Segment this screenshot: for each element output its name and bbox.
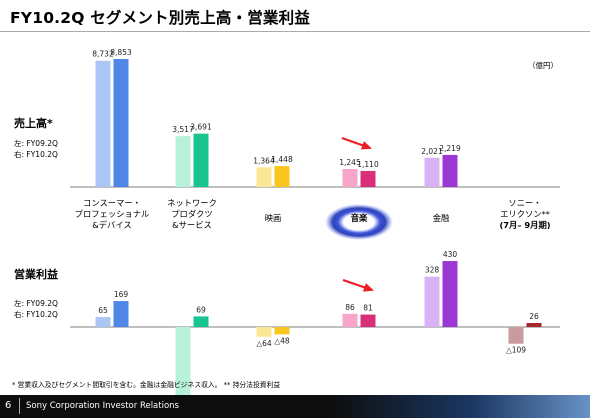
sales-bar bbox=[424, 157, 440, 187]
sales-bar bbox=[442, 154, 458, 187]
sales-bar bbox=[274, 166, 290, 187]
sales-data-label: 1,110 bbox=[357, 160, 379, 169]
unit-label: （億円） bbox=[528, 61, 558, 70]
sales-data-label: 1,245 bbox=[339, 158, 361, 167]
category-label-line: 金融 bbox=[432, 213, 450, 223]
sales-data-label: 1,364 bbox=[253, 156, 275, 165]
oi-data-label: 65 bbox=[98, 306, 108, 315]
sales-red-arrow-head bbox=[360, 141, 372, 150]
page-number: 6 bbox=[5, 400, 12, 411]
oi-bar bbox=[526, 323, 542, 327]
oi-bar bbox=[175, 327, 191, 395]
footnote: * 営業収入及びセグメント間取引を含む。金融は金融ビジネス収入。 ** 持分法投… bbox=[12, 381, 281, 389]
category-label: ソニー・ エリクソン** (7月– 9月期) bbox=[499, 198, 550, 231]
oi-data-label: 430 bbox=[443, 250, 458, 259]
oi-bar bbox=[508, 327, 524, 344]
oi-data-label: 169 bbox=[114, 290, 129, 299]
sales-data-label: 1,448 bbox=[271, 155, 293, 164]
category-label-line: &デバイス bbox=[92, 220, 132, 230]
category-label: 金融 bbox=[433, 213, 450, 224]
oi-bar bbox=[193, 316, 209, 327]
oi-bar bbox=[424, 276, 440, 327]
category-label-line: &サービス bbox=[172, 220, 212, 230]
oi-data-label: △109 bbox=[506, 346, 526, 355]
footer-separator bbox=[19, 398, 20, 414]
category-label: 映画 bbox=[265, 213, 282, 224]
oi-data-label: 81 bbox=[363, 304, 373, 313]
sales-data-label: 2,021 bbox=[421, 147, 443, 156]
sales-bar bbox=[113, 59, 129, 187]
oi-red-arrow-head bbox=[362, 283, 374, 292]
oi-bar bbox=[442, 261, 458, 327]
oi-bar bbox=[360, 314, 376, 327]
segment-charts: 8,732 3,517 1,364 1,245 2,021 8,853 3,691 1,448… bbox=[70, 48, 560, 395]
category-label-line: 音楽 bbox=[350, 213, 368, 223]
legend-prev: 左: FY09.2Q bbox=[14, 299, 58, 308]
sales-legend: 左: FY09.2Q 右: FY10.2Q bbox=[14, 138, 58, 160]
oi-bar bbox=[113, 301, 129, 327]
oi-bar bbox=[256, 327, 272, 337]
sales-bar bbox=[342, 168, 358, 187]
sales-data-label: 3,517 bbox=[172, 125, 194, 134]
oi-bar bbox=[274, 327, 290, 335]
oi-section-label: 営業利益 bbox=[14, 268, 58, 281]
sales-data-label: 3,691 bbox=[190, 123, 212, 132]
category-label-line: 映画 bbox=[264, 213, 282, 223]
music-highlight-glow bbox=[325, 204, 393, 240]
sales-bar bbox=[95, 60, 111, 187]
oi-data-label: △64 bbox=[256, 339, 272, 348]
footer-glow bbox=[330, 395, 590, 418]
oi-bar bbox=[95, 317, 111, 327]
footer-org: Sony Corporation Investor Relations bbox=[26, 401, 179, 411]
oi-bar bbox=[342, 313, 358, 327]
sales-bar bbox=[193, 133, 209, 187]
category-label-line: コンスーマー・ bbox=[83, 198, 141, 208]
legend-prev: 左: FY09.2Q bbox=[14, 139, 58, 148]
category-label-line: エリクソン** bbox=[500, 209, 550, 219]
sales-data-label: 8,853 bbox=[110, 48, 132, 57]
oi-data-label: 86 bbox=[345, 303, 355, 312]
category-label: 音楽 bbox=[351, 213, 368, 224]
category-label-line: プロフェッショナル bbox=[74, 209, 150, 219]
category-label-line: (7月– 9月期) bbox=[499, 220, 551, 230]
sales-data-label: 2,219 bbox=[439, 144, 461, 153]
legend-curr: 右: FY10.2Q bbox=[14, 150, 58, 159]
category-label: ネットワーク プロダクツ &サービス bbox=[167, 198, 217, 231]
legend-curr: 右: FY10.2Q bbox=[14, 310, 58, 319]
oi-data-label: 328 bbox=[425, 266, 440, 275]
sales-data-label: 8,732 bbox=[92, 50, 114, 59]
category-label-line: プロダクツ bbox=[171, 209, 213, 219]
oi-data-label: 69 bbox=[196, 305, 206, 314]
sales-bar bbox=[256, 167, 272, 187]
category-label-line: ソニー・ bbox=[508, 198, 542, 208]
title-divider bbox=[0, 31, 590, 32]
oi-data-label: 26 bbox=[529, 312, 539, 321]
sales-bar bbox=[360, 170, 376, 187]
oi-legend: 左: FY09.2Q 右: FY10.2Q bbox=[14, 298, 58, 320]
page-title: FY10.2Q セグメント別売上高・営業利益 bbox=[10, 9, 311, 27]
sales-section-label: 売上高* bbox=[14, 117, 53, 130]
category-label-line: ネットワーク bbox=[167, 198, 217, 208]
category-label: コンスーマー・ プロフェッショナル &デバイス bbox=[75, 198, 150, 231]
oi-data-label: △48 bbox=[274, 336, 290, 345]
footer-bar: 6 Sony Corporation Investor Relations bbox=[0, 395, 590, 418]
sales-bar bbox=[175, 136, 191, 187]
